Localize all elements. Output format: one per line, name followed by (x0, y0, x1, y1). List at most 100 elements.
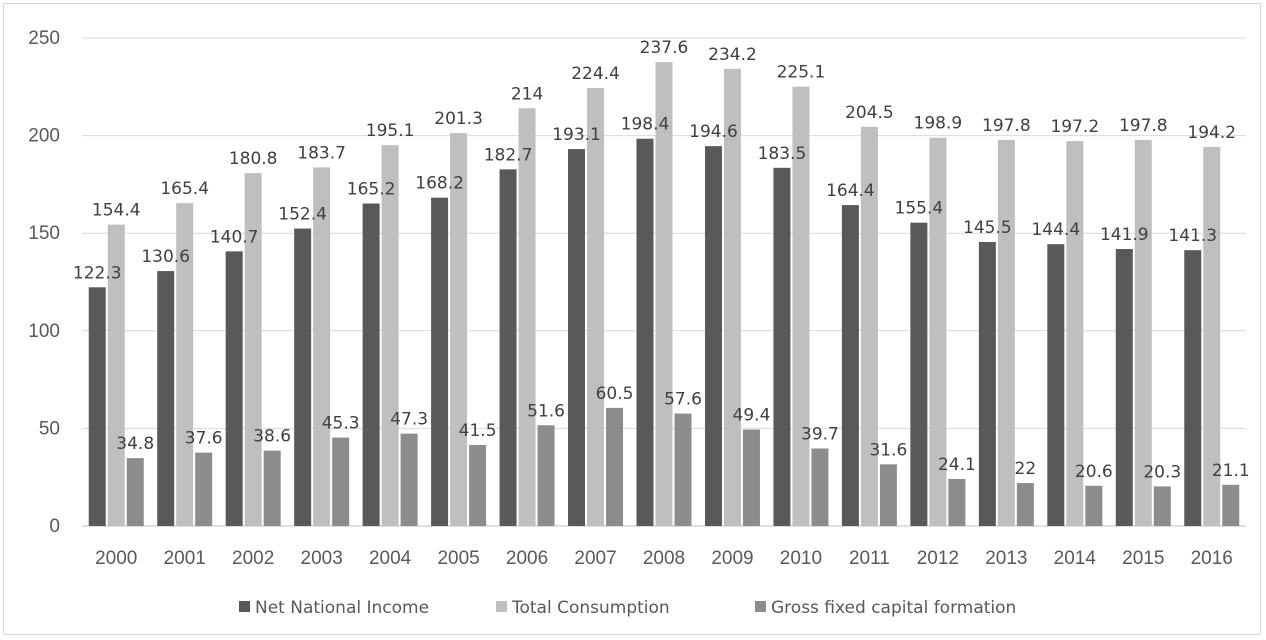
bar (294, 228, 312, 526)
x-tick-label: 2010 (780, 548, 822, 569)
data-label: 20.3 (1143, 462, 1181, 482)
data-label: 51.6 (527, 401, 565, 421)
data-label: 57.6 (664, 390, 702, 410)
data-label: 130.6 (141, 247, 190, 267)
data-label: 234.2 (708, 45, 757, 65)
bar (1184, 250, 1202, 526)
bar (126, 458, 144, 526)
y-tick-label: 100 (28, 321, 60, 342)
x-tick-label: 2014 (1054, 548, 1097, 569)
data-label: 152.4 (278, 205, 327, 225)
data-label: 195.1 (366, 121, 415, 141)
bar (88, 287, 106, 526)
x-axis: 2000 2001 2002 2003 2004 2005 2006 2007 2008 2009… (95, 548, 1233, 569)
x-tick-label: 2000 (95, 548, 137, 569)
data-label: 144.4 (1031, 220, 1080, 240)
x-tick-label: 2003 (301, 548, 343, 569)
y-axis: 0 50 100 150 200 250 (28, 28, 60, 537)
bar (704, 146, 722, 526)
legend-swatch (755, 601, 766, 612)
legend-label: Total Consumption (511, 598, 670, 618)
data-label: 165.4 (160, 179, 209, 199)
bar (244, 173, 262, 526)
data-label: 224.4 (571, 64, 620, 84)
data-label: 168.2 (415, 174, 464, 194)
bar (225, 251, 243, 526)
bar (655, 62, 673, 526)
data-label: 155.4 (895, 199, 944, 219)
data-labels: 122.3 154.4 34.8 130.6 165.4 37.6 140.7 180.8 38… (73, 38, 1250, 482)
bar (636, 138, 654, 526)
data-label: 37.6 (185, 429, 223, 449)
data-label: 47.3 (390, 410, 428, 430)
bar (1016, 483, 1034, 526)
data-label: 20.6 (1075, 462, 1113, 482)
bar (400, 433, 418, 526)
data-label: 225.1 (777, 63, 826, 83)
data-label: 194.6 (689, 122, 738, 142)
data-label: 141.9 (1100, 225, 1149, 245)
bar (107, 224, 125, 526)
bars (88, 62, 1240, 527)
data-label: 197.8 (982, 116, 1031, 136)
data-label: 197.8 (1119, 116, 1168, 136)
bar (1134, 139, 1152, 526)
x-tick-label: 2012 (917, 548, 959, 569)
legend-label: Gross fixed capital formation (771, 598, 1016, 618)
bar (518, 108, 536, 526)
x-tick-label: 2002 (232, 548, 274, 569)
x-tick-label: 2008 (643, 548, 685, 569)
data-label: 22 (1015, 459, 1037, 479)
y-tick-label: 200 (28, 126, 60, 147)
data-label: 197.2 (1050, 117, 1099, 137)
data-label: 183.5 (758, 144, 807, 164)
data-label: 165.2 (347, 180, 396, 200)
bar (195, 452, 213, 526)
legend-swatch (239, 601, 250, 612)
bar (841, 205, 859, 527)
y-tick-label: 50 (39, 418, 60, 439)
data-label: 21.1 (1212, 461, 1250, 481)
data-label: 237.6 (640, 38, 689, 58)
bar (723, 68, 741, 526)
bar (742, 429, 760, 526)
bar (381, 145, 399, 526)
bar (910, 222, 928, 527)
x-tick-label: 2007 (574, 548, 616, 569)
x-tick-label: 2004 (369, 548, 412, 569)
data-label: 140.7 (210, 227, 259, 247)
data-label: 34.8 (116, 434, 154, 454)
data-label: 49.4 (733, 406, 771, 426)
data-label: 193.1 (552, 125, 601, 145)
data-label: 180.8 (229, 149, 278, 169)
y-tick-label: 0 (49, 516, 60, 537)
bar (157, 271, 175, 526)
bar (1047, 244, 1065, 526)
data-label: 204.5 (845, 103, 894, 123)
data-label: 41.5 (459, 421, 497, 441)
bar (431, 197, 449, 527)
y-tick-label: 250 (28, 28, 60, 49)
bar (568, 149, 586, 527)
bar (606, 407, 624, 526)
y-tick-label: 150 (28, 223, 60, 244)
bar (263, 450, 281, 526)
data-label: 214 (511, 84, 543, 104)
bar (1085, 485, 1103, 526)
data-label: 45.3 (322, 414, 360, 434)
bar (332, 437, 350, 526)
data-label: 201.3 (434, 109, 483, 129)
legend-swatch (496, 601, 507, 612)
x-tick-label: 2016 (1191, 548, 1233, 569)
data-label: 145.5 (963, 218, 1012, 238)
bar (176, 203, 194, 526)
bar (929, 137, 947, 526)
bar (587, 87, 605, 527)
bar (1115, 249, 1133, 526)
legend: Net National Income Total Consumption Gros… (239, 598, 1016, 618)
bar (674, 413, 692, 526)
bar (792, 86, 810, 526)
data-label: 182.7 (484, 145, 533, 165)
x-tick-label: 2001 (164, 548, 206, 569)
bar (313, 167, 331, 526)
